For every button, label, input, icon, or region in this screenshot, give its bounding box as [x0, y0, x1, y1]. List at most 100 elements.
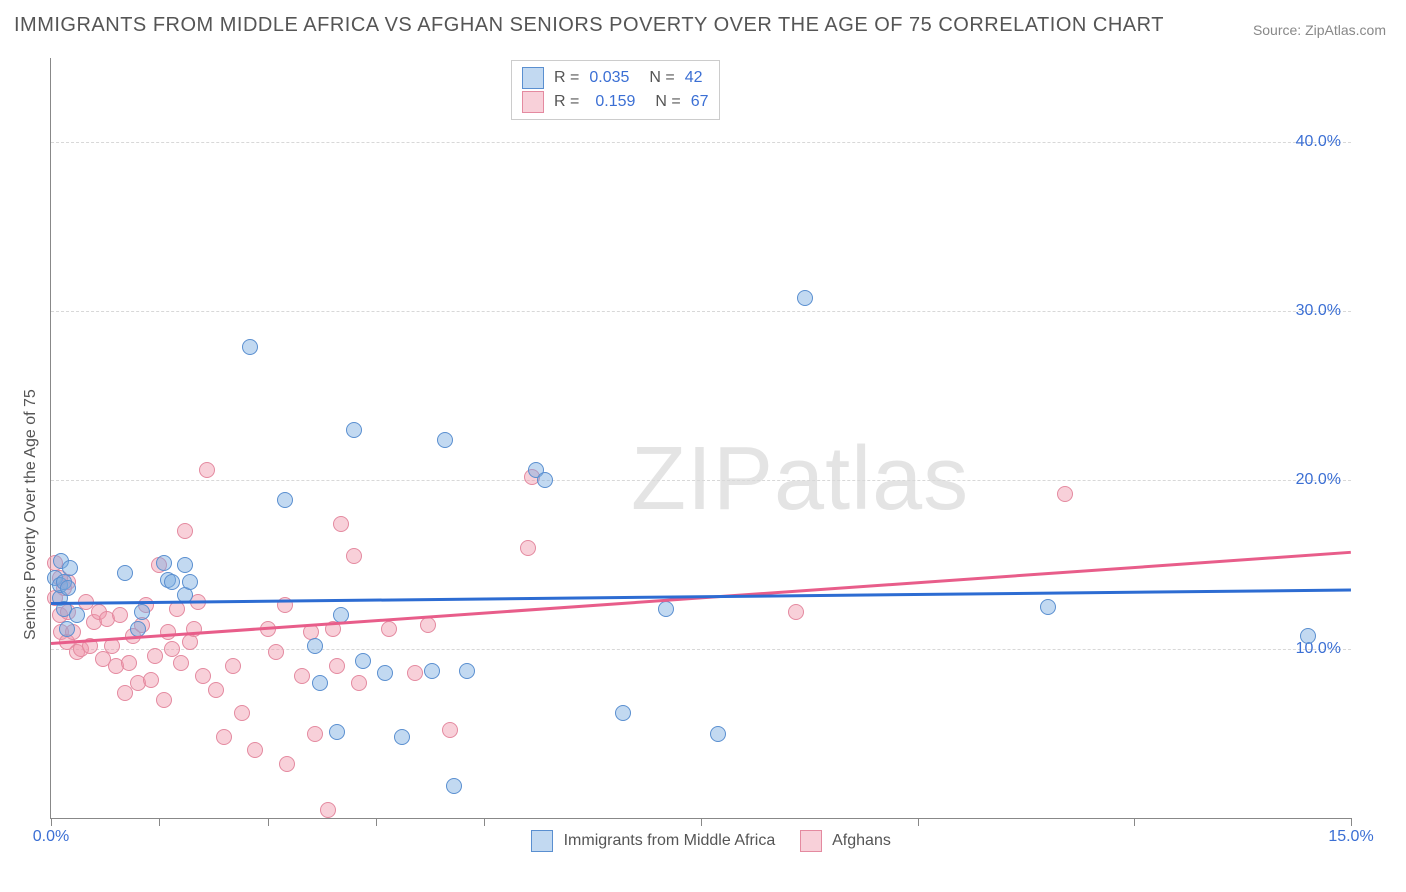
- scatter-point-b: [320, 802, 336, 818]
- scatter-point-b: [156, 692, 172, 708]
- watermark-zip: ZIP: [631, 429, 774, 529]
- gridline-h: [51, 142, 1351, 143]
- scatter-point-b: [294, 668, 310, 684]
- y-tick-label: 10.0%: [1296, 640, 1341, 658]
- legend-swatch-b-icon: [522, 91, 544, 113]
- scatter-point-b: [381, 621, 397, 637]
- scatter-point-a: [164, 574, 180, 590]
- scatter-point-a: [60, 580, 76, 596]
- scatter-point-b: [147, 648, 163, 664]
- scatter-point-b: [225, 658, 241, 674]
- scatter-point-a: [69, 607, 85, 623]
- trendline-b: [51, 551, 1351, 645]
- legend-n-label: N =: [655, 93, 680, 111]
- scatter-point-b: [216, 729, 232, 745]
- scatter-point-b: [346, 548, 362, 564]
- legend-stats-row-a: R = 0.035 N = 42: [522, 67, 709, 89]
- scatter-point-b: [420, 617, 436, 633]
- scatter-point-a: [1300, 628, 1316, 644]
- gridline-h: [51, 311, 1351, 312]
- legend-label-b: Afghans: [832, 832, 891, 849]
- scatter-point-a: [1040, 599, 1056, 615]
- scatter-point-a: [797, 290, 813, 306]
- scatter-point-a: [62, 560, 78, 576]
- scatter-point-b: [112, 607, 128, 623]
- scatter-point-a: [329, 724, 345, 740]
- legend-r-label: R =: [554, 93, 579, 111]
- scatter-point-b: [442, 722, 458, 738]
- scatter-point-b: [351, 675, 367, 691]
- scatter-point-a: [537, 472, 553, 488]
- scatter-point-b: [407, 665, 423, 681]
- scatter-point-b: [329, 658, 345, 674]
- scatter-point-a: [377, 665, 393, 681]
- scatter-point-a: [346, 422, 362, 438]
- scatter-point-a: [307, 638, 323, 654]
- x-tick: [159, 818, 160, 826]
- plot-area: ZIPatlas R = 0.035 N = 42 R = 0.159 N = …: [50, 58, 1351, 819]
- scatter-point-b: [307, 726, 323, 742]
- legend-swatch-a-icon: [531, 830, 553, 852]
- legend-n-label: N =: [649, 69, 674, 87]
- legend-stats: R = 0.035 N = 42 R = 0.159 N = 67: [511, 60, 720, 120]
- scatter-point-a: [615, 705, 631, 721]
- legend-series: Immigrants from Middle Africa Afghans: [51, 830, 1351, 852]
- scatter-point-a: [277, 492, 293, 508]
- y-axis-title: Seniors Poverty Over the Age of 75: [22, 389, 40, 640]
- legend-r-a: 0.035: [589, 69, 629, 87]
- scatter-point-a: [117, 565, 133, 581]
- scatter-point-b: [208, 682, 224, 698]
- scatter-point-a: [242, 339, 258, 355]
- scatter-point-a: [459, 663, 475, 679]
- scatter-point-b: [333, 516, 349, 532]
- legend-stats-row-b: R = 0.159 N = 67: [522, 91, 709, 113]
- legend-n-b: 67: [691, 93, 709, 111]
- x-tick: [484, 818, 485, 826]
- x-tick-label: 0.0%: [33, 828, 69, 846]
- scatter-point-a: [182, 574, 198, 590]
- gridline-h: [51, 480, 1351, 481]
- x-tick: [701, 818, 702, 826]
- scatter-point-b: [177, 523, 193, 539]
- legend-r-b: 0.159: [595, 93, 635, 111]
- scatter-point-b: [788, 604, 804, 620]
- y-tick-label: 30.0%: [1296, 302, 1341, 320]
- scatter-point-a: [156, 555, 172, 571]
- y-tick-label: 40.0%: [1296, 133, 1341, 151]
- chart-container: IMMIGRANTS FROM MIDDLE AFRICA VS AFGHAN …: [0, 0, 1406, 892]
- scatter-point-a: [658, 601, 674, 617]
- scatter-point-b: [173, 655, 189, 671]
- scatter-point-b: [247, 742, 263, 758]
- scatter-point-a: [446, 778, 462, 794]
- watermark-atlas: atlas: [774, 429, 969, 529]
- chart-title: IMMIGRANTS FROM MIDDLE AFRICA VS AFGHAN …: [14, 14, 1164, 37]
- scatter-point-a: [130, 621, 146, 637]
- legend-r-label: R =: [554, 69, 579, 87]
- gridline-h: [51, 649, 1351, 650]
- x-tick: [1351, 818, 1352, 826]
- scatter-point-a: [437, 432, 453, 448]
- scatter-point-b: [279, 756, 295, 772]
- x-tick-label: 15.0%: [1328, 828, 1373, 846]
- scatter-point-a: [394, 729, 410, 745]
- scatter-point-a: [424, 663, 440, 679]
- scatter-point-a: [710, 726, 726, 742]
- scatter-point-a: [312, 675, 328, 691]
- scatter-point-b: [160, 624, 176, 640]
- scatter-point-a: [177, 557, 193, 573]
- scatter-point-b: [195, 668, 211, 684]
- scatter-point-b: [199, 462, 215, 478]
- legend-label-a: Immigrants from Middle Africa: [564, 832, 776, 849]
- legend-swatch-a-icon: [522, 67, 544, 89]
- legend-n-a: 42: [685, 69, 703, 87]
- y-tick-label: 20.0%: [1296, 471, 1341, 489]
- scatter-point-b: [234, 705, 250, 721]
- scatter-point-b: [121, 655, 137, 671]
- x-tick: [268, 818, 269, 826]
- source-label: Source: ZipAtlas.com: [1253, 22, 1386, 38]
- scatter-point-b: [143, 672, 159, 688]
- x-tick: [1134, 818, 1135, 826]
- scatter-point-a: [134, 604, 150, 620]
- legend-swatch-b-icon: [800, 830, 822, 852]
- x-tick: [51, 818, 52, 826]
